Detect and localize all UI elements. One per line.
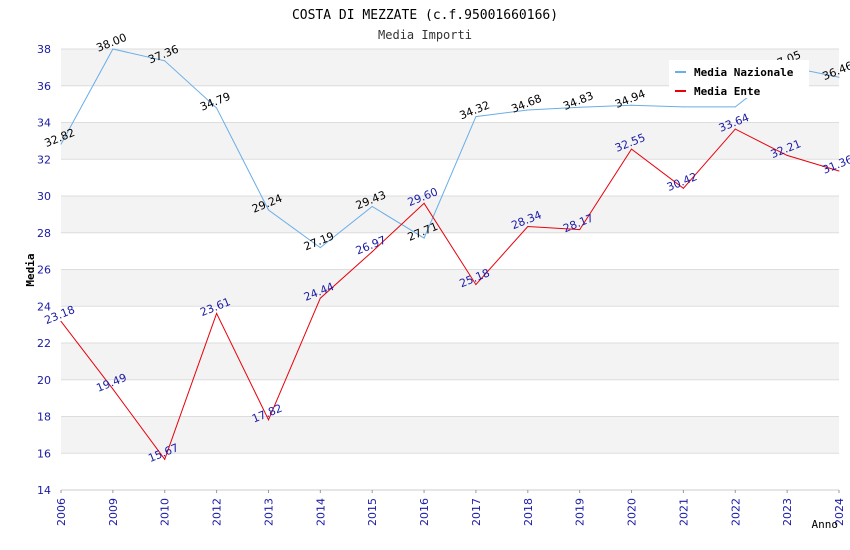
y-tick-label: 34	[37, 117, 51, 130]
x-tick-label: 2018	[522, 498, 535, 526]
x-tick-label: 2013	[262, 498, 275, 526]
data-point	[475, 284, 477, 286]
data-point	[838, 76, 840, 78]
y-tick-label: 28	[37, 227, 51, 240]
data-point	[319, 247, 321, 249]
y-tick-label: 22	[37, 337, 51, 350]
data-point	[527, 109, 529, 111]
y-tick-label: 20	[37, 374, 51, 387]
x-tick-label: 2020	[626, 498, 639, 526]
data-point	[216, 107, 218, 109]
x-tick-label: 2021	[677, 498, 690, 526]
data-point	[164, 458, 166, 460]
y-tick-label: 24	[37, 300, 51, 313]
data-point	[682, 187, 684, 189]
series-layer	[60, 48, 840, 461]
data-point	[112, 388, 114, 390]
x-tick-label: 2022	[729, 498, 742, 526]
data-label: 30.42	[665, 170, 699, 194]
y-tick-label: 32	[37, 153, 51, 166]
series-line-1	[60, 128, 840, 461]
data-point	[371, 205, 373, 207]
x-tick-label: 2012	[211, 498, 224, 526]
series-line-0	[60, 48, 840, 249]
grid-band	[61, 343, 839, 380]
chart-title: COSTA DI MEZZATE (c.f.95001660166)	[292, 8, 558, 23]
x-tick-label: 2009	[107, 498, 120, 526]
data-point	[423, 202, 425, 204]
data-point	[319, 297, 321, 299]
grid-band	[61, 196, 839, 233]
data-point	[786, 154, 788, 156]
data-point	[734, 128, 736, 130]
data-point	[475, 116, 477, 118]
x-tick-label: 2017	[470, 498, 483, 526]
data-point	[734, 106, 736, 108]
data-point	[371, 251, 373, 253]
x-tick-label: 2010	[159, 498, 172, 526]
data-point	[838, 170, 840, 172]
data-label: 34.94	[613, 87, 647, 111]
data-label: 34.68	[509, 92, 543, 116]
x-tick-label: 2023	[781, 498, 794, 526]
x-tick-label: 2019	[574, 498, 587, 526]
legend-label-nazionale: Media Nazionale	[694, 66, 794, 79]
y-tick-label: 18	[37, 411, 51, 424]
y-tick-label: 38	[37, 43, 51, 56]
data-point	[60, 143, 62, 145]
legend: Media Nazionale Media Ente	[669, 60, 809, 98]
x-tick-label: 2015	[366, 498, 379, 526]
x-tick-label: 2006	[55, 498, 68, 526]
data-point	[216, 312, 218, 314]
legend-label-ente: Media Ente	[694, 85, 761, 98]
data-point	[682, 106, 684, 108]
data-point	[579, 229, 581, 231]
x-tick-label: 2014	[314, 498, 327, 526]
x-tick-label: 2016	[418, 498, 431, 526]
y-tick-label: 26	[37, 264, 51, 277]
data-point	[60, 320, 62, 322]
data-point	[267, 419, 269, 421]
legend-box	[669, 60, 809, 98]
data-label: 34.83	[561, 89, 595, 113]
grid-band	[61, 269, 839, 307]
grid-band	[61, 416, 839, 454]
chart-subtitle: Media Importi	[378, 28, 472, 42]
y-tick-label: 36	[37, 80, 51, 93]
y-axis-label: Media	[24, 253, 37, 286]
data-point	[631, 148, 633, 150]
data-label: 26.97	[354, 234, 388, 258]
y-tick-label: 14	[37, 484, 51, 497]
data-label: 34.79	[198, 90, 232, 114]
y-tick-label: 16	[37, 447, 51, 460]
grid-band	[61, 122, 839, 160]
data-point	[164, 60, 166, 62]
data-point	[267, 209, 269, 211]
data-point	[112, 48, 114, 50]
x-tick-label: 2024	[833, 498, 846, 526]
data-point	[631, 104, 633, 106]
data-point	[579, 106, 581, 108]
y-tick-label: 30	[37, 190, 51, 203]
data-point	[423, 237, 425, 239]
data-point	[527, 226, 529, 228]
x-axis-label: Anno	[812, 518, 839, 531]
